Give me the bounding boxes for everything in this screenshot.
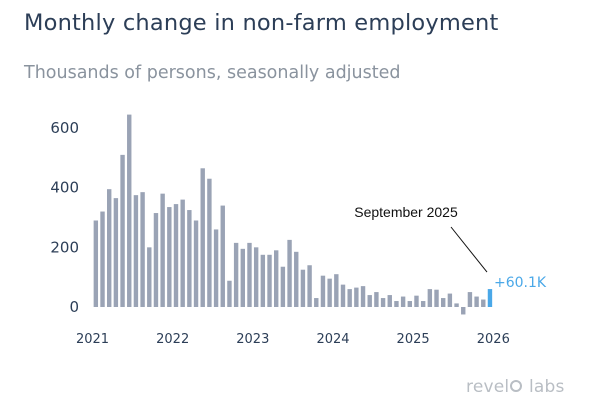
bar bbox=[200, 168, 205, 307]
bar bbox=[240, 248, 245, 307]
annotation-pointer-line bbox=[450, 226, 488, 273]
bar bbox=[193, 220, 199, 307]
bar bbox=[247, 242, 252, 307]
bar bbox=[447, 293, 453, 307]
bar bbox=[120, 154, 125, 307]
bar bbox=[274, 250, 279, 307]
y-tick-label: 400 bbox=[50, 179, 79, 197]
bar bbox=[280, 266, 286, 307]
bar bbox=[354, 287, 359, 307]
x-tick-label: 2024 bbox=[316, 332, 349, 347]
bar bbox=[220, 205, 225, 307]
annotation-label: September 2025 bbox=[354, 204, 458, 220]
bar bbox=[100, 211, 105, 307]
bar bbox=[367, 295, 372, 307]
bar bbox=[461, 307, 466, 315]
bar bbox=[233, 242, 239, 307]
bar bbox=[320, 275, 326, 307]
revelio-labs-logo: revel labs bbox=[466, 377, 565, 397]
bar bbox=[394, 301, 399, 307]
logo-o-mark bbox=[510, 380, 523, 392]
bar bbox=[434, 289, 439, 307]
bar bbox=[147, 247, 152, 307]
bar bbox=[454, 303, 459, 307]
bar bbox=[160, 193, 165, 307]
highlight-value-label: +60.1K bbox=[494, 275, 547, 291]
bar bbox=[113, 198, 119, 307]
bar bbox=[173, 204, 179, 307]
bar bbox=[427, 289, 433, 307]
bar bbox=[407, 301, 412, 307]
x-tick-label: 2025 bbox=[397, 332, 430, 347]
bar bbox=[207, 178, 212, 307]
bar bbox=[300, 269, 306, 307]
bar bbox=[414, 295, 419, 307]
bar bbox=[107, 189, 112, 307]
x-tick-label: 2022 bbox=[156, 332, 189, 347]
bar bbox=[187, 210, 192, 307]
bar bbox=[213, 229, 219, 307]
bar bbox=[307, 265, 312, 307]
bar bbox=[360, 286, 366, 307]
bar bbox=[267, 254, 272, 307]
logo-text-part1: revel bbox=[466, 377, 510, 397]
bar bbox=[420, 301, 426, 307]
bar bbox=[380, 298, 386, 307]
bar bbox=[287, 239, 292, 307]
bar-highlight bbox=[487, 289, 493, 307]
y-axis-ticks: 0 200 400 600 bbox=[50, 119, 79, 316]
bar bbox=[314, 298, 319, 307]
y-tick-label: 200 bbox=[50, 238, 79, 256]
bar bbox=[400, 296, 406, 307]
x-tick-label: 2023 bbox=[236, 332, 269, 347]
bar bbox=[334, 274, 339, 307]
logo-text-part2: labs bbox=[528, 377, 565, 397]
bar bbox=[180, 199, 185, 307]
bar bbox=[467, 292, 473, 307]
y-tick-label: 0 bbox=[69, 298, 79, 316]
x-tick-label: 2026 bbox=[477, 332, 510, 347]
bar bbox=[347, 289, 352, 307]
bar bbox=[153, 213, 159, 307]
bar bbox=[260, 254, 266, 307]
chart-title: Monthly change in non-farm employment bbox=[24, 10, 499, 36]
bar bbox=[93, 220, 99, 307]
bar bbox=[441, 298, 446, 307]
bar bbox=[127, 114, 132, 307]
x-tick-label: 2021 bbox=[76, 332, 109, 347]
bar bbox=[253, 247, 259, 307]
bar bbox=[294, 251, 299, 307]
chart-subtitle: Thousands of persons, seasonally adjuste… bbox=[24, 63, 401, 83]
bar bbox=[167, 207, 172, 307]
bar bbox=[481, 299, 486, 307]
bar bbox=[474, 296, 479, 307]
bar bbox=[140, 192, 145, 307]
bar bbox=[327, 278, 332, 307]
bar-series bbox=[93, 114, 493, 315]
bar bbox=[374, 292, 379, 307]
y-tick-label: 600 bbox=[50, 119, 79, 137]
bar bbox=[340, 284, 346, 307]
bar bbox=[227, 280, 232, 307]
bar bbox=[387, 295, 392, 307]
bar bbox=[133, 195, 139, 307]
x-axis-ticks: 2021 2022 2023 2024 2025 2026 bbox=[76, 332, 510, 347]
